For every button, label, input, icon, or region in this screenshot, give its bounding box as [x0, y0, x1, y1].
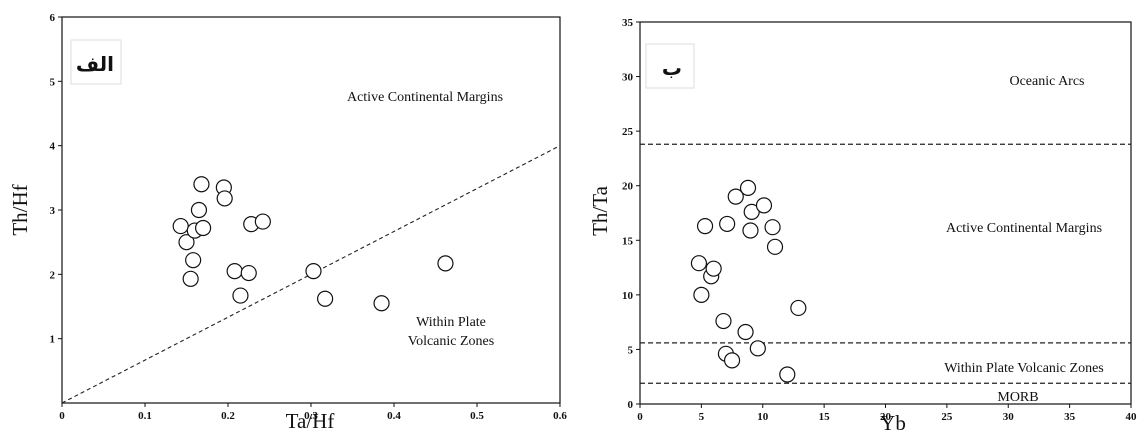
x-tick-label: 0.3	[304, 410, 318, 422]
data-points	[690, 179, 807, 383]
data-point	[240, 264, 257, 282]
data-point	[437, 255, 454, 272]
y-tick-label: 15	[622, 235, 634, 247]
data-point	[254, 213, 271, 230]
panel-label-box	[645, 43, 695, 89]
x-tick-label: 15	[819, 411, 831, 423]
data-point	[178, 234, 195, 251]
data-point	[705, 260, 722, 277]
data-point	[182, 270, 199, 287]
y-tick-label: 10	[622, 290, 634, 302]
x-tick-label: 30	[1003, 411, 1015, 423]
data-point	[693, 286, 710, 303]
y-ticks: 1 2 3 4 5 6	[50, 12, 62, 346]
data-point	[690, 255, 708, 272]
x-tick-label: 0.1	[138, 410, 152, 422]
y-tick-label: 20	[622, 181, 634, 193]
y-tick-label: 5	[628, 344, 634, 356]
data-point	[743, 203, 760, 221]
x-tick-label: 25	[941, 411, 953, 423]
x-ticks: 0 5 10 15 20 25 30 35 40	[637, 404, 1137, 423]
y-tick-label: 0	[628, 399, 634, 411]
region-label-active-margins: Active Continental Margins	[946, 221, 1102, 236]
x-tick-label: 20	[880, 411, 892, 423]
region-label-within-plate: Within Plate Volcanic Zones	[944, 361, 1104, 376]
x-tick-label: 5	[699, 411, 705, 423]
y-tick-label: 2	[50, 269, 56, 281]
region-label-within-plate: Within Plate	[416, 315, 486, 330]
data-point	[226, 263, 243, 280]
data-point	[755, 197, 773, 214]
data-point	[727, 188, 744, 205]
data-point	[317, 290, 334, 307]
region-label-morb: MORB	[997, 390, 1038, 405]
x-tick-label: 0	[637, 411, 643, 423]
x-tick-label: 0.2	[221, 410, 235, 422]
panel-label: الف	[76, 52, 114, 76]
y-axis-label: Th/Ta	[588, 185, 612, 236]
x-tick-label: 0.5	[470, 410, 484, 422]
panel-label: ب	[662, 56, 682, 80]
panel-a: الف Active Continental Margins Within Pl…	[8, 12, 567, 433]
x-tick-label: 0	[59, 410, 65, 422]
x-tick-label: 10	[757, 411, 769, 423]
data-point	[185, 252, 202, 269]
y-tick-label: 25	[622, 126, 634, 138]
data-point	[193, 176, 210, 193]
data-point	[195, 219, 212, 237]
region-label-active-margins: Active Continental Margins	[347, 90, 503, 105]
y-tick-label: 30	[622, 72, 634, 84]
x-axis-label: Yb	[880, 411, 906, 434]
y-ticks: 0 5 10 15 20 25 30 35	[622, 17, 640, 411]
data-point	[790, 299, 807, 317]
panel-label-box	[70, 39, 122, 85]
data-point	[172, 217, 189, 235]
region-label-volcanic-zones: Volcanic Zones	[408, 334, 494, 349]
data-point	[190, 201, 208, 219]
data-point	[737, 323, 754, 341]
y-axis-label: Th/Hf	[8, 184, 32, 235]
x-tick-label: 40	[1126, 411, 1138, 423]
data-point	[779, 366, 796, 383]
data-point	[766, 238, 784, 255]
data-point	[742, 222, 759, 239]
data-point	[373, 295, 390, 312]
data-point	[764, 219, 781, 236]
data-points	[172, 176, 454, 312]
x-tick-label: 0.6	[553, 410, 567, 422]
y-tick-label: 5	[50, 76, 56, 88]
x-tick-label: 35	[1064, 411, 1076, 423]
panel-b: ب Oceanic Arcs Active Continental Margin…	[588, 17, 1137, 434]
data-point	[723, 352, 741, 369]
y-tick-label: 6	[50, 12, 56, 24]
x-axis-label: Ta/Hf	[286, 409, 335, 433]
y-tick-label: 4	[50, 141, 56, 153]
y-tick-label: 3	[50, 205, 56, 217]
boundaries	[640, 143, 1131, 384]
data-point	[696, 217, 714, 235]
x-ticks: 0 0.1 0.2 0.3 0.4 0.5 0.6	[59, 403, 567, 422]
data-point	[749, 340, 766, 357]
data-point	[739, 179, 757, 196]
y-tick-label: 1	[50, 334, 56, 346]
data-point	[232, 287, 249, 304]
data-point	[715, 312, 732, 330]
y-tick-label: 35	[622, 17, 634, 29]
data-point	[305, 263, 322, 280]
x-tick-label: 0.4	[387, 410, 401, 422]
data-point	[719, 215, 736, 233]
region-label-oceanic-arcs: Oceanic Arcs	[1009, 74, 1084, 89]
data-point	[216, 190, 233, 207]
